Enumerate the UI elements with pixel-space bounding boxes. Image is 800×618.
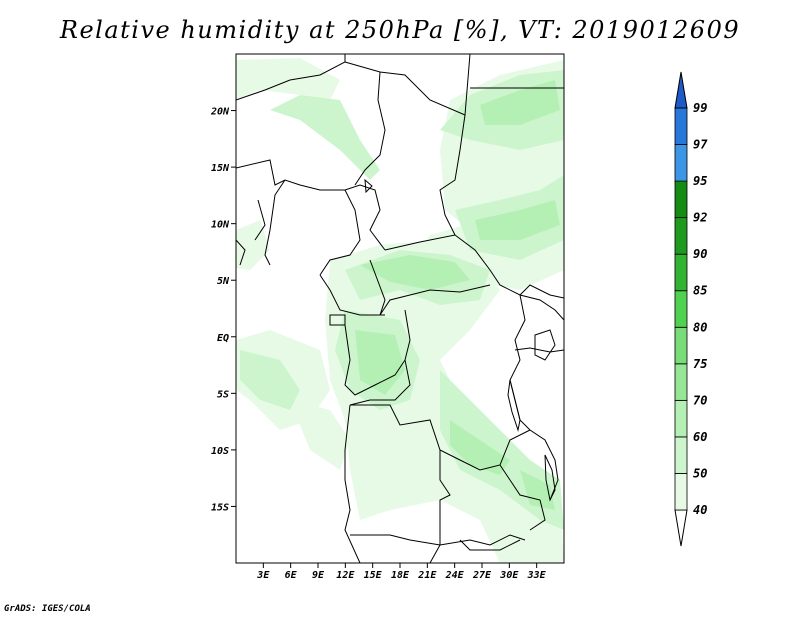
lat-tick-label: 15N: [211, 163, 230, 174]
lon-tick-label: 21E: [417, 570, 437, 581]
lon-tick-label: 18E: [391, 570, 410, 581]
country-borders: [236, 54, 564, 563]
humidity-70-shading: [355, 80, 560, 510]
colorbar-top-arrow: [674, 71, 688, 109]
colorbar-box: [674, 436, 688, 474]
colorbar-label: 92: [693, 211, 707, 225]
lakes: [364, 178, 556, 502]
colorbar-box: [674, 217, 688, 255]
latitude-axis: 20N 15N 10N 5N EQ 5S 10S 15S: [210, 107, 236, 513]
lat-tick-label: 5S: [217, 389, 229, 400]
humidity-field: [236, 58, 564, 563]
colorbar-label: 60: [693, 430, 707, 444]
colorbar-box: [674, 107, 688, 145]
lat-tick-label: EQ: [217, 333, 229, 344]
map-title: Relative humidity at 250hPa [%], VT: 201…: [59, 16, 741, 44]
lat-tick-label: 10N: [211, 220, 230, 231]
colorbar-label: 75: [693, 357, 707, 371]
lon-tick-label: 30E: [499, 570, 519, 581]
longitude-axis: 3E 6E 9E 12E 15E 18E 21E 24E 27E 30E 33E: [256, 563, 547, 581]
lon-tick-label: 12E: [336, 570, 355, 581]
colorbar-label: 90: [693, 247, 707, 261]
colorbar-box: [674, 473, 688, 511]
colorbar-label: 95: [693, 174, 707, 188]
colorbar-box: [674, 253, 688, 292]
lake-tanganyika: [507, 379, 521, 432]
lon-tick-label: 33E: [527, 570, 547, 581]
colorbar-label: 50: [693, 466, 707, 480]
lon-tick-label: 15E: [364, 570, 383, 581]
lake-chad: [364, 178, 373, 194]
colorbar-bottom-arrow: [674, 509, 688, 547]
colorbar-box: [674, 399, 688, 438]
colorbar-label: 40: [693, 503, 707, 517]
lat-tick-label: 5N: [217, 276, 230, 287]
colorbar-box: [674, 326, 688, 365]
colorbar-label: 99: [693, 101, 707, 115]
colorbar-box: [674, 290, 688, 328]
lat-tick-label: 20N: [210, 107, 230, 118]
colorbar-box: [674, 144, 688, 182]
colorbar-box: [674, 363, 688, 401]
lat-tick-label: 10S: [211, 446, 229, 457]
colorbar-label: 70: [693, 393, 707, 407]
grads-credit: GrADS: IGES/COLA: [4, 604, 91, 614]
lake-victoria: [534, 329, 556, 361]
lon-tick-label: 6E: [285, 570, 298, 581]
colorbar: 40 50 60 70 75 80 85 90 92 95 97 99: [674, 71, 708, 547]
colorbar-box: [674, 180, 688, 219]
colorbar-label: 85: [693, 284, 707, 298]
lon-tick-label: 9E: [312, 570, 325, 581]
lon-tick-label: 24E: [445, 570, 465, 581]
lat-tick-label: 15S: [211, 502, 229, 513]
lon-tick-label: 27E: [472, 570, 492, 581]
lake-malawi: [544, 454, 556, 502]
lon-tick-label: 3E: [256, 570, 270, 581]
colorbar-label: 80: [693, 320, 707, 334]
colorbar-label: 97: [693, 138, 708, 152]
